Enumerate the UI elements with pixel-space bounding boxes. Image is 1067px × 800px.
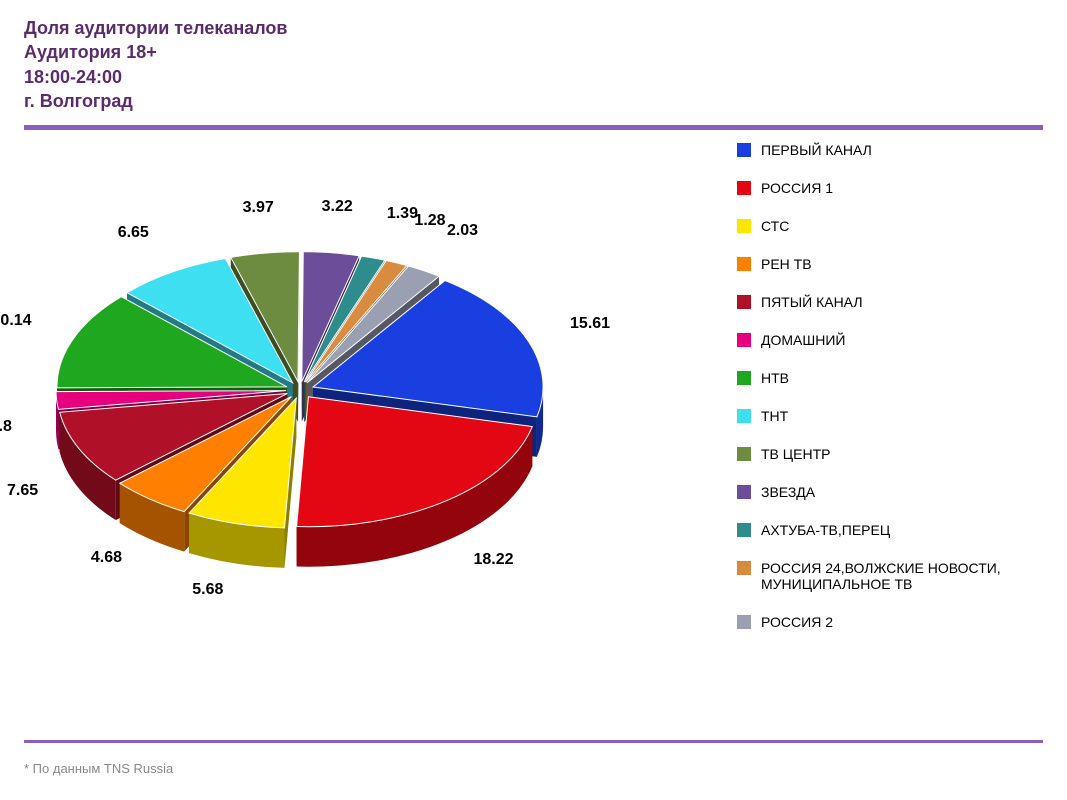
legend-item: АХТУБА-ТВ,ПЕРЕЦ	[737, 522, 1037, 538]
legend-item: ПЯТЫЙ КАНАЛ	[737, 294, 1037, 310]
legend-label: РЕН ТВ	[761, 256, 812, 272]
legend-swatch	[737, 181, 751, 195]
legend-swatch	[737, 371, 751, 385]
slice-value-label: 5.68	[173, 581, 223, 599]
legend-swatch	[737, 409, 751, 423]
legend-item: СТС	[737, 218, 1037, 234]
legend-swatch	[737, 615, 751, 629]
slice-value-label: 10.14	[0, 312, 32, 330]
chart-header: Доля аудитории телеканалов Аудитория 18+…	[0, 0, 504, 113]
divider-bottom	[24, 740, 1043, 743]
legend-swatch	[737, 333, 751, 347]
pie-chart	[0, 130, 700, 740]
slice-value-label: 15.61	[570, 315, 610, 333]
legend-item: НТВ	[737, 370, 1037, 386]
legend-swatch	[737, 143, 751, 157]
slice-value-label: 18.22	[474, 551, 514, 569]
header-line-2: Аудитория 18+	[24, 40, 504, 64]
slice-value-label: 7.65	[0, 482, 38, 500]
legend-item: РОССИЯ 24,ВОЛЖСКИЕ НОВОСТИ, МУНИЦИПАЛЬНО…	[737, 560, 1037, 592]
slice-value-label: 1.28	[414, 212, 445, 230]
chart-area: 15.61 18.22 5.68 4.68 7.65 1.8 10.14 6.65 3.97 3.…	[0, 130, 1067, 740]
legend-label: РОССИЯ 1	[761, 180, 833, 196]
slice-value-label: 2.03	[447, 222, 478, 240]
header-line-4: г. Волгоград	[24, 89, 504, 113]
legend-item: РОССИЯ 2	[737, 614, 1037, 630]
legend-swatch	[737, 523, 751, 537]
legend-swatch	[737, 295, 751, 309]
header-line-1: Доля аудитории телеканалов	[24, 16, 504, 40]
legend: ПЕРВЫЙ КАНАЛ РОССИЯ 1 СТС РЕН ТВ ПЯТЫЙ КАНАЛ…	[737, 142, 1037, 652]
legend-swatch	[737, 219, 751, 233]
legend-label: АХТУБА-ТВ,ПЕРЕЦ	[761, 522, 890, 538]
legend-label: ТВ ЦЕНТР	[761, 446, 830, 462]
legend-label: ТНТ	[761, 408, 788, 424]
legend-item: ДОМАШНИЙ	[737, 332, 1037, 348]
legend-item: ТВ ЦЕНТР	[737, 446, 1037, 462]
slice-value-label: 1.8	[0, 418, 12, 436]
legend-label: ЗВЕЗДА	[761, 484, 815, 500]
legend-label: ПЕРВЫЙ КАНАЛ	[761, 142, 872, 158]
slice-value-label: 3.97	[233, 199, 283, 217]
legend-item: ЗВЕЗДА	[737, 484, 1037, 500]
slice-value-label: 4.68	[72, 549, 122, 567]
slice-value-label: 1.39	[387, 205, 418, 223]
legend-label: РОССИЯ 24,ВОЛЖСКИЕ НОВОСТИ, МУНИЦИПАЛЬНО…	[761, 560, 1037, 592]
legend-label: НТВ	[761, 370, 789, 386]
legend-label: ДОМАШНИЙ	[761, 332, 845, 348]
legend-item: ТНТ	[737, 408, 1037, 424]
legend-item: ПЕРВЫЙ КАНАЛ	[737, 142, 1037, 158]
legend-label: ПЯТЫЙ КАНАЛ	[761, 294, 863, 310]
slice-value-label: 6.65	[99, 224, 149, 242]
legend-swatch	[737, 447, 751, 461]
header-line-3: 18:00-24:00	[24, 65, 504, 89]
legend-label: СТС	[761, 218, 789, 234]
legend-swatch	[737, 561, 751, 575]
legend-item: РОССИЯ 1	[737, 180, 1037, 196]
legend-swatch	[737, 257, 751, 271]
slice-value-label: 3.22	[312, 198, 362, 216]
legend-item: РЕН ТВ	[737, 256, 1037, 272]
legend-swatch	[737, 485, 751, 499]
footnote: * По данным TNS Russia	[24, 761, 1067, 776]
legend-label: РОССИЯ 2	[761, 614, 833, 630]
